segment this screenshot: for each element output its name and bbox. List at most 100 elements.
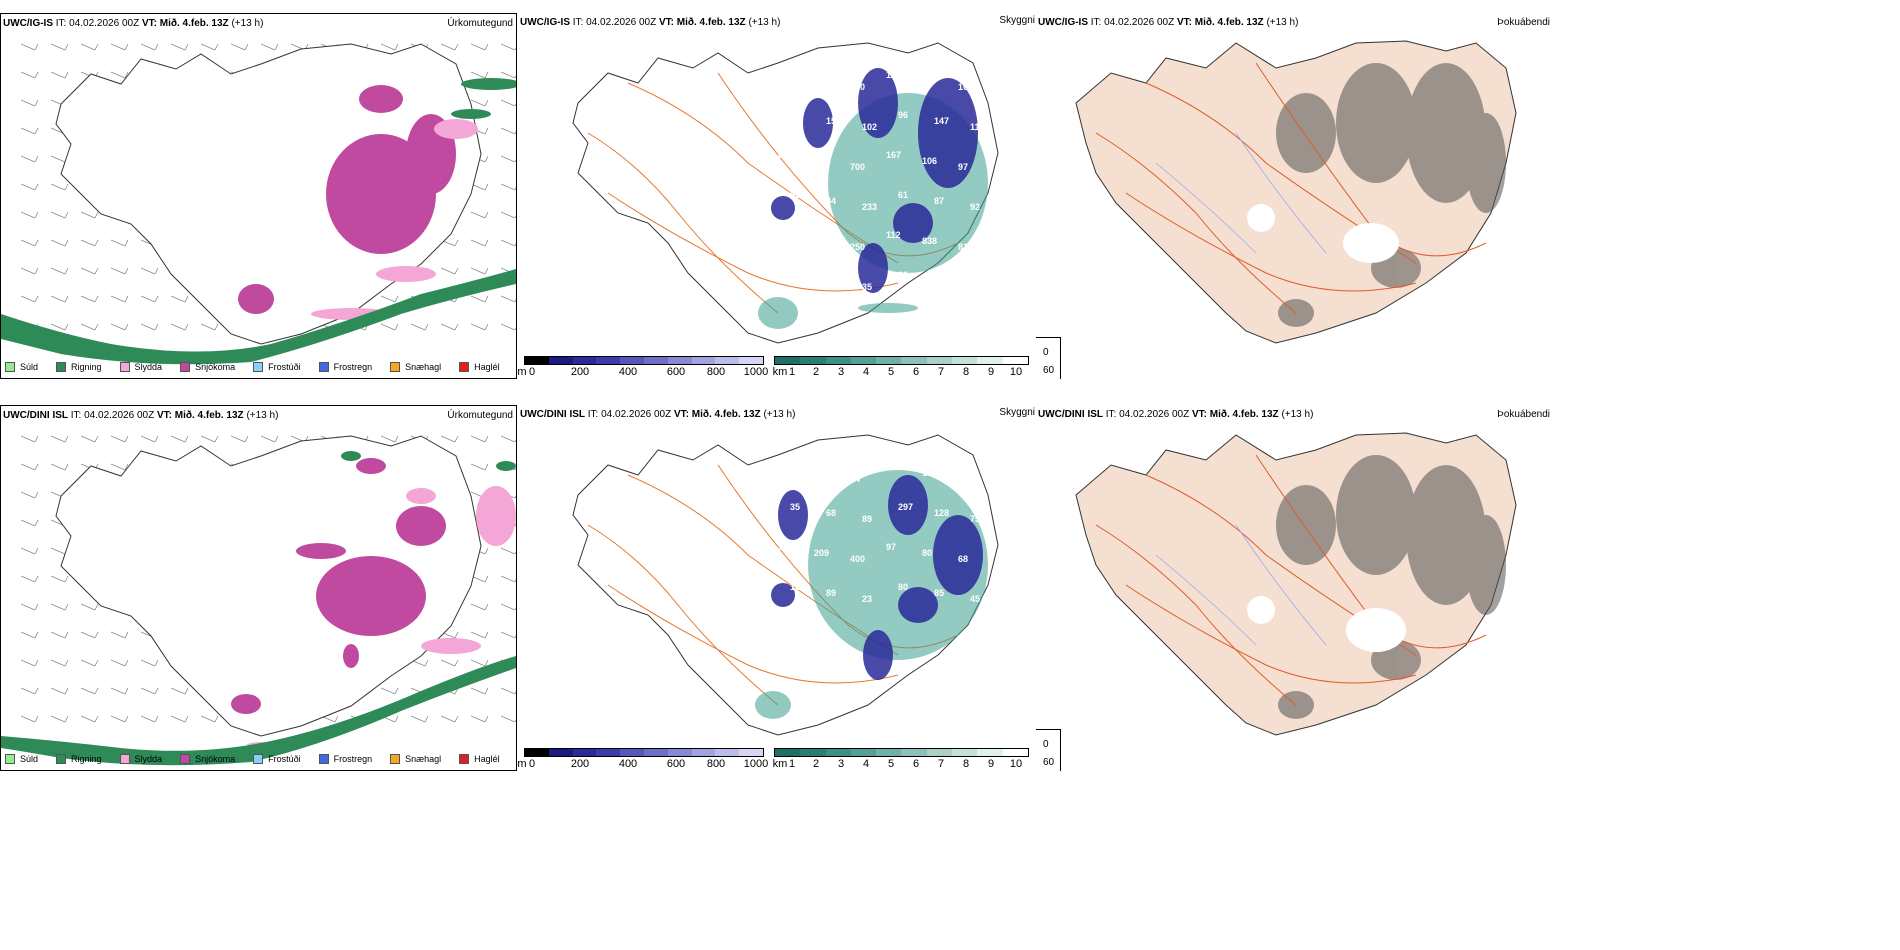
- model-name: UWC/DINI ISL: [1038, 409, 1103, 420]
- ceiling-value-label: 209: [814, 548, 829, 558]
- ceiling-value-label: 75: [970, 514, 980, 524]
- wind-barb: [20, 183, 39, 191]
- model-name: UWC/DINI ISL: [520, 409, 585, 420]
- panel-header: UWC/IG-IS IT: 04.02.2026 00Z VT: Mið. 4.…: [520, 17, 781, 28]
- ceiling-value-label: 89: [826, 588, 836, 598]
- wind-barb: [20, 659, 39, 667]
- wind-barb: [440, 267, 459, 275]
- init-time: 04.02.2026 00Z: [84, 410, 155, 421]
- ceiling-value-label: 85: [934, 588, 944, 598]
- legend-item: Snæhagl: [390, 754, 441, 764]
- wind-barb: [50, 631, 69, 639]
- wind-barb: [500, 43, 516, 51]
- legend-item: Súld: [5, 754, 38, 764]
- wind-barb: [500, 435, 516, 443]
- visibility-map: 77 91 94 70 104 87 35 68 89 297 128 75 71 209 400 97 80 6…: [572, 434, 999, 736]
- wind-barb: [50, 71, 69, 79]
- wind-barb: [380, 435, 399, 443]
- legend-swatch: [318, 362, 329, 372]
- ceiling-value-label: 94: [850, 474, 860, 484]
- wind-barb: [80, 715, 99, 723]
- valid-time: Mið. 4.feb. 13Z: [174, 410, 244, 421]
- panel-title: Skyggni: [999, 407, 1035, 418]
- wind-barb: [50, 239, 69, 247]
- wind-barb: [50, 211, 69, 219]
- wind-barb: [500, 323, 516, 331]
- visibility-ticks: km 1 2 3 4 5 6 7 8 9 10: [772, 366, 1023, 378]
- wind-barb: [500, 99, 516, 107]
- wind-barb: [50, 267, 69, 275]
- wind-barb: [50, 295, 69, 303]
- wind-barb: [80, 211, 99, 219]
- wind-barb: [20, 631, 39, 639]
- wind-barb: [80, 435, 99, 443]
- init-time: 04.02.2026 00Z: [1119, 409, 1190, 420]
- wind-barb: [80, 603, 99, 611]
- ceiling-value-label: 80: [922, 548, 932, 558]
- wind-barb: [50, 659, 69, 667]
- legend-swatch: [253, 362, 264, 372]
- wind-barb: [500, 631, 516, 639]
- panel-title: Þokuábendi: [1497, 409, 1550, 420]
- panel-header: UWC/IG-IS IT: 04.02.2026 00Z VT: Mið. 4.…: [3, 18, 264, 29]
- wind-barb: [20, 71, 39, 79]
- ceiling-value-label: 400: [850, 554, 865, 564]
- ceiling-value-label: 91: [790, 270, 800, 280]
- legend-item: Rigning: [56, 362, 102, 372]
- ceiling-labels: 135 137 120 116 91 106 95 15 102 96 147 111 82 106 700…: [778, 70, 984, 292]
- ceiling-field: [771, 68, 978, 293]
- wind-barb: [80, 295, 99, 303]
- wind-barb: [470, 267, 489, 275]
- visibility-ticks: km 1 2 3 4 5 6 7 8 9 10: [772, 758, 1023, 770]
- wind-barb: [470, 631, 489, 639]
- precip-map: [1, 435, 516, 766]
- panel-title: Þokuábendi: [1497, 17, 1550, 28]
- wind-barb: [110, 435, 129, 443]
- wind-barb: [110, 659, 129, 667]
- wind-barb: [50, 323, 69, 331]
- wind-barb: [500, 575, 516, 583]
- wind-barb: [20, 715, 39, 723]
- ceiling-value-label: 167: [886, 150, 901, 160]
- ceiling-value-label: 250: [850, 242, 865, 252]
- wind-barb: [110, 239, 129, 247]
- wind-barb: [380, 323, 399, 331]
- fog-legend: 0 60: [1036, 729, 1062, 771]
- ceiling-value-label: 89: [862, 514, 872, 524]
- wind-barb: [500, 71, 516, 79]
- wind-barb: [80, 267, 99, 275]
- legend-swatch: [390, 754, 401, 764]
- legend-swatch: [390, 362, 401, 372]
- ceiling-value-label: 77: [778, 462, 788, 472]
- ceiling-value-label: 116: [886, 70, 901, 80]
- ceiling-value-label: 95: [790, 110, 800, 120]
- ceiling-value-label: 96: [898, 110, 908, 120]
- init-time: 04.02.2026 00Z: [69, 18, 140, 29]
- wind-barb: [80, 323, 99, 331]
- valid-time: Mið. 4.feb. 13Z: [676, 17, 746, 28]
- wind-barb: [230, 435, 249, 443]
- valid-time: Mið. 4.feb. 13Z: [691, 409, 761, 420]
- legend-swatch: [318, 754, 329, 764]
- wind-barb: [170, 435, 189, 443]
- ceiling-value-label: 137: [814, 76, 829, 86]
- wind-barb: [50, 687, 69, 695]
- wind-barb: [80, 659, 99, 667]
- ceiling-value-label: 68: [826, 508, 836, 518]
- wind-barb: [170, 323, 189, 331]
- wind-barb: [500, 239, 516, 247]
- wind-barb: [140, 295, 159, 303]
- wind-barb: [200, 43, 219, 51]
- legend-swatch: [180, 754, 191, 764]
- ceiling-value-label: 35: [862, 282, 872, 292]
- model-name: UWC/IG-IS: [520, 17, 570, 28]
- wind-barb: [470, 295, 489, 303]
- wind-barb: [140, 435, 159, 443]
- wind-barb: [170, 687, 189, 695]
- wind-barb: [50, 715, 69, 723]
- precip-map: [1, 43, 516, 365]
- model-name: UWC/IG-IS: [3, 18, 53, 29]
- wind-barb: [470, 603, 489, 611]
- wind-barb: [50, 43, 69, 51]
- ceiling-value-label: 106: [814, 156, 829, 166]
